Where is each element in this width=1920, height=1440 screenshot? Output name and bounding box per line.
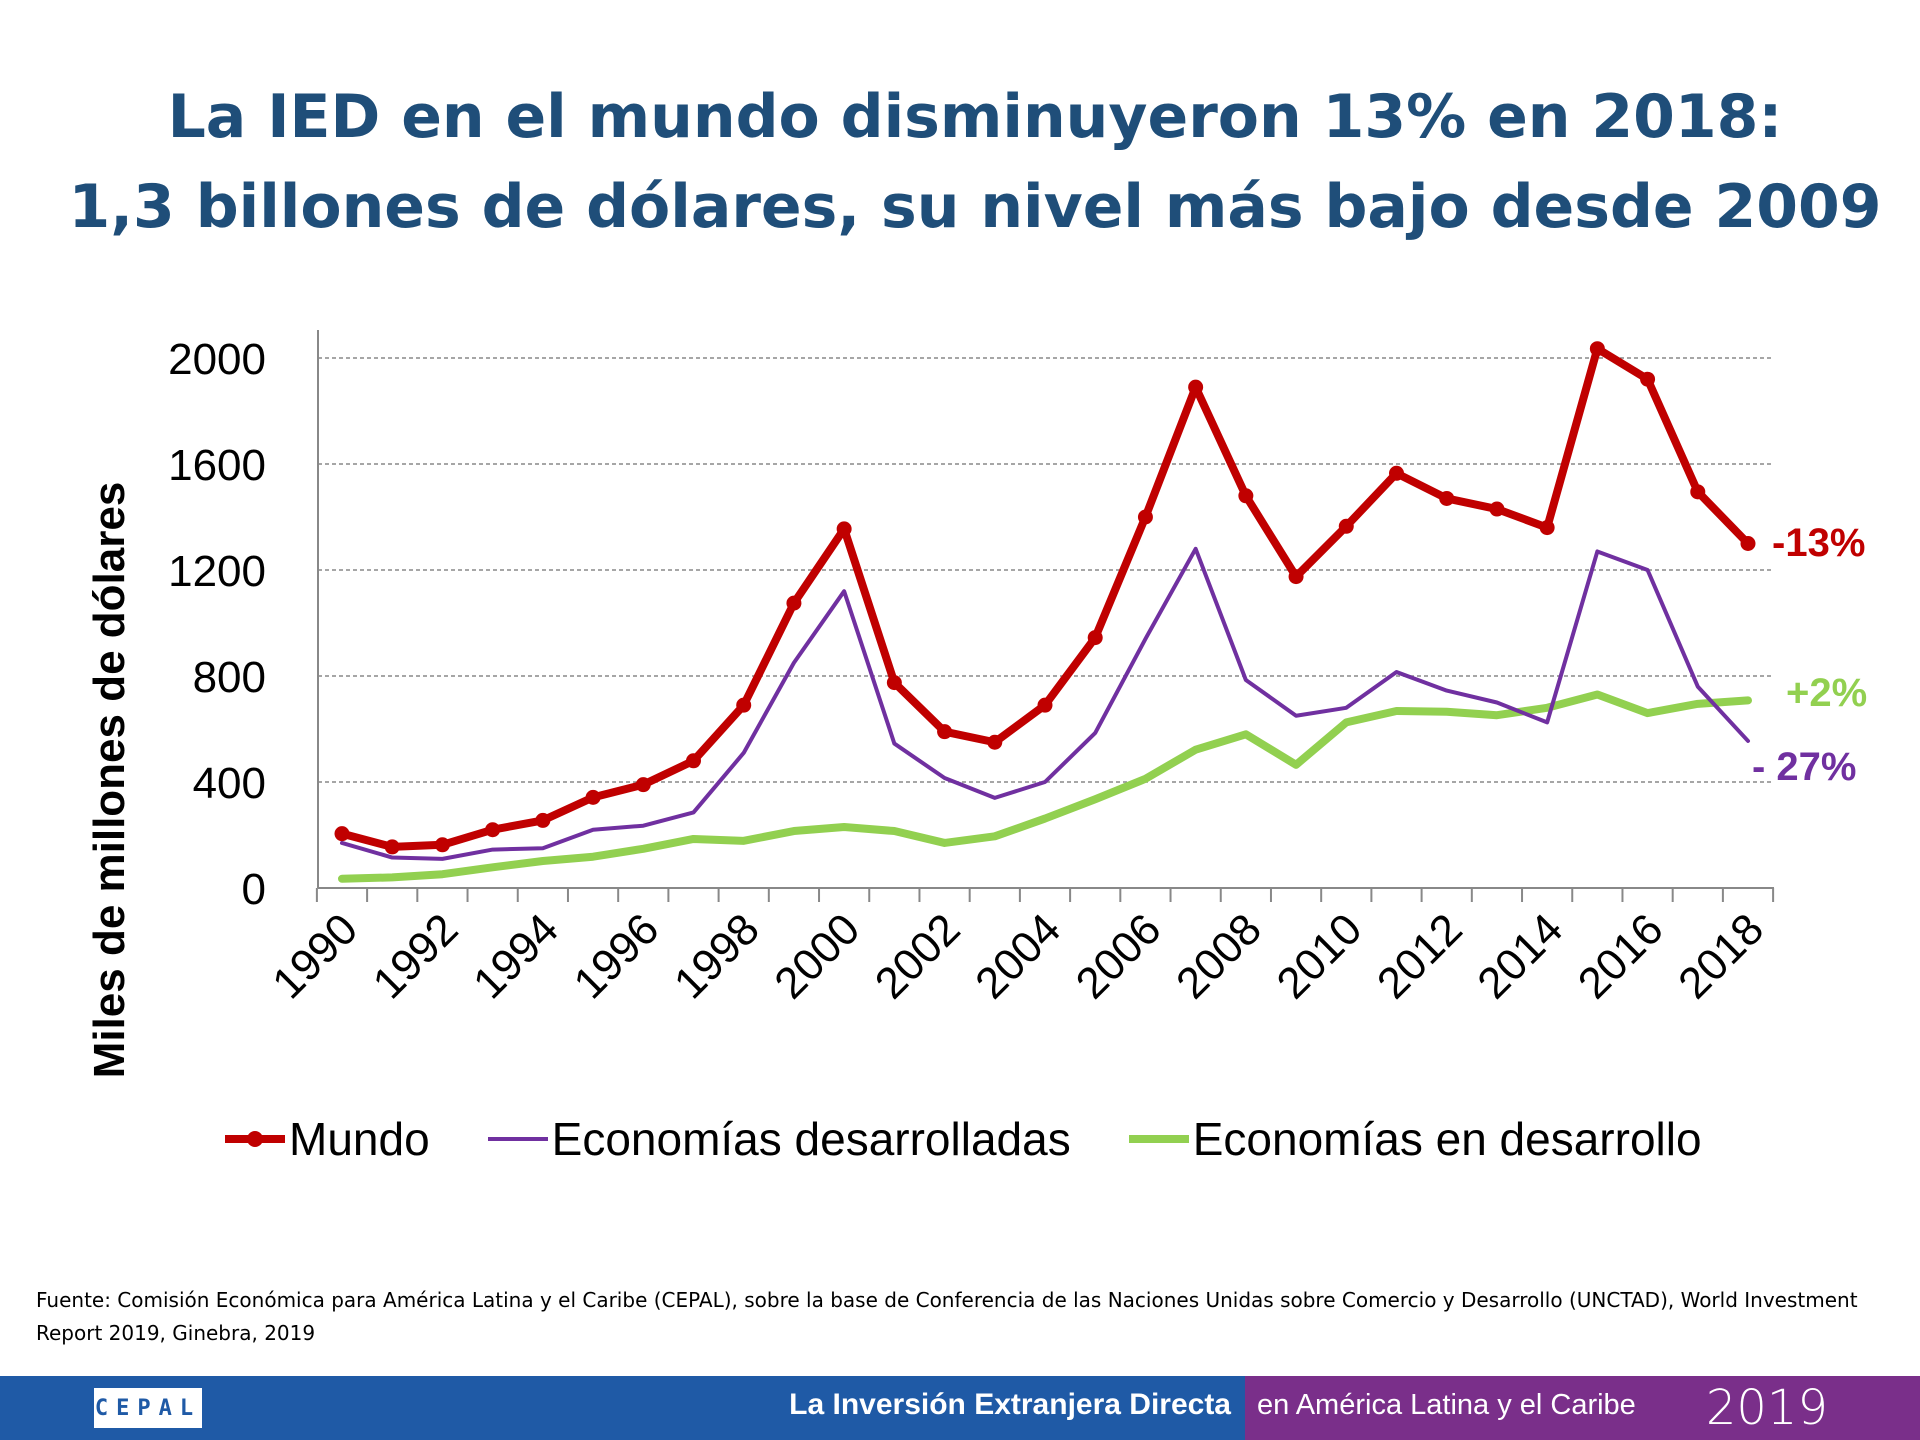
- data-point: [1037, 697, 1053, 713]
- legend-item-desarrolladas: Economías desarrolladas: [487, 1112, 1071, 1166]
- x-tick-label: 1992: [364, 904, 468, 1008]
- chart-legend: Mundo Economías desarrolladas Economías …: [225, 1112, 1760, 1166]
- title-line-2: 1,3 billones de dólares, su nivel más ba…: [68, 172, 1882, 242]
- footer-main-text: La Inversión Extranjera Directa: [789, 1388, 1231, 1421]
- data-point: [535, 812, 551, 828]
- y-tick-label: 0: [242, 865, 266, 914]
- data-point: [1640, 371, 1656, 387]
- series-line-0: [338, 344, 1752, 851]
- x-tick-label: 2002: [866, 904, 970, 1008]
- x-tick-label: 2010: [1267, 904, 1371, 1008]
- legend-swatch-en-desarrollo: [1128, 1135, 1189, 1143]
- data-point: [434, 837, 450, 853]
- footer-year: 2019: [1705, 1380, 1828, 1436]
- data-point: [1087, 630, 1103, 646]
- legend-label-desarrolladas: Economías desarrolladas: [551, 1113, 1071, 1165]
- data-point: [1489, 501, 1505, 517]
- data-point: [1589, 341, 1605, 357]
- source-note: Fuente: Comisión Económica para América …: [36, 1288, 1858, 1345]
- data-point: [786, 595, 802, 611]
- legend-swatch-mundo: [225, 1131, 285, 1147]
- data-point: [1188, 379, 1204, 395]
- x-tick-label: 2006: [1067, 904, 1171, 1008]
- data-point: [1389, 465, 1404, 481]
- legend-item-en-desarrollo: Economías en desarrollo: [1128, 1112, 1702, 1166]
- x-tick-label: 1990: [263, 904, 367, 1008]
- legend-swatch-desarrolladas: [487, 1137, 548, 1141]
- data-point: [886, 675, 902, 691]
- x-tick-label: 1994: [464, 904, 568, 1008]
- line-chart: 0400800120016002000199019921994199619982…: [85, 330, 1867, 1079]
- data-point: [1740, 536, 1756, 551]
- y-tick-label: 1200: [168, 547, 266, 596]
- x-tick-label: 2000: [765, 904, 869, 1008]
- data-point: [384, 839, 400, 855]
- y-axis-title: Miles de millones de dólares: [85, 482, 134, 1079]
- page-title: La IED en el mundo disminuyeron 13% en 2…: [0, 72, 1920, 252]
- footer-sub-text: en América Latina y el Caribe: [1257, 1389, 1636, 1421]
- data-point: [836, 521, 852, 537]
- series-line-2: [338, 690, 1752, 883]
- legend-label-en-desarrollo: Economías en desarrollo: [1192, 1113, 1702, 1165]
- data-point: [1288, 569, 1304, 585]
- data-point: [485, 822, 501, 838]
- series-line-1: [340, 546, 1750, 861]
- title-line-1: La IED en el mundo disminuyeron 13% en 2…: [167, 82, 1783, 152]
- data-point: [987, 734, 1003, 750]
- cepal-logo: CEPAL: [94, 1388, 202, 1428]
- data-point: [1690, 484, 1706, 500]
- data-point: [1338, 518, 1354, 534]
- data-point: [686, 753, 701, 769]
- y-tick-label: 2000: [168, 335, 266, 384]
- end-label-1: - 27%: [1752, 745, 1857, 789]
- end-label-0: -13%: [1772, 521, 1865, 565]
- x-tick-label: 2012: [1368, 904, 1472, 1008]
- x-tick-label: 2008: [1167, 904, 1271, 1008]
- data-point: [585, 789, 601, 805]
- data-point: [1238, 488, 1254, 504]
- data-point: [1137, 509, 1153, 525]
- footer-blue-section: CEPAL La Inversión Extranjera Directa: [0, 1376, 1245, 1440]
- x-tick-label: 1996: [564, 904, 668, 1008]
- x-tick-label: 2016: [1569, 904, 1673, 1008]
- end-label-2: +2%: [1786, 671, 1867, 715]
- x-tick-label: 2018: [1669, 904, 1773, 1008]
- footer-purple-section: en América Latina y el Caribe 2019: [1245, 1376, 1920, 1440]
- data-point: [736, 697, 752, 713]
- data-point: [334, 826, 350, 842]
- footer-banner: CEPAL La Inversión Extranjera Directa en…: [0, 1376, 1920, 1440]
- y-tick-label: 800: [193, 653, 266, 702]
- data-point: [1439, 490, 1455, 506]
- legend-item-mundo: Mundo: [225, 1112, 430, 1166]
- y-tick-label: 1600: [168, 441, 266, 490]
- x-tick-label: 2014: [1468, 904, 1572, 1008]
- y-tick-label: 400: [193, 759, 266, 808]
- x-tick-label: 1998: [665, 904, 769, 1008]
- legend-label-mundo: Mundo: [289, 1113, 430, 1165]
- data-point: [635, 777, 651, 793]
- data-point: [937, 724, 953, 740]
- x-tick-label: 2004: [966, 904, 1070, 1008]
- data-point: [1539, 520, 1555, 536]
